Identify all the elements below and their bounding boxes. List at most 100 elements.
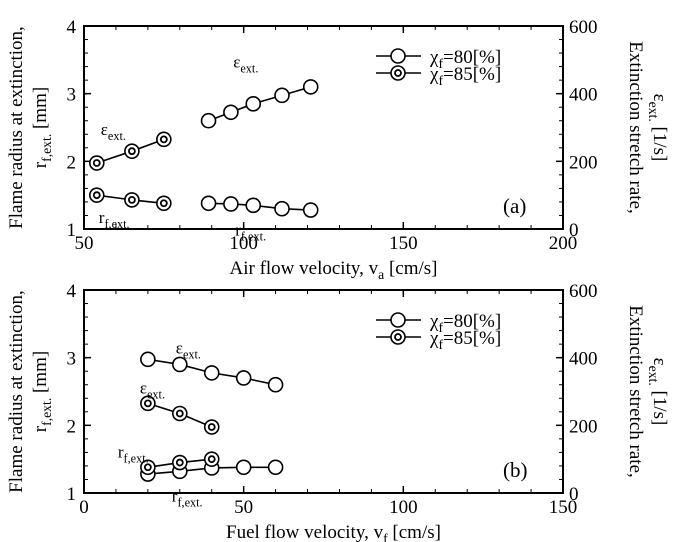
marker-80 — [200, 195, 217, 212]
marker-80 — [200, 112, 217, 129]
annotation-main: ε — [176, 338, 183, 357]
marker-85-inner — [394, 69, 402, 77]
annotation-rf-85: rf,ext. — [99, 208, 130, 231]
y-left-tick-label: 2 — [67, 152, 77, 173]
marker-80 — [302, 202, 319, 218]
annotation-sub: f,ext. — [241, 229, 266, 243]
annotation-main: r — [99, 208, 105, 227]
y-left-title-sub: f,ext. — [39, 134, 54, 162]
annotation-eps-80: εext. — [176, 338, 201, 361]
x-tick-label: 100 — [389, 497, 418, 518]
marker-80 — [390, 312, 406, 328]
y-right-tick-label: 600 — [569, 281, 598, 302]
legend-chi: χ — [429, 311, 439, 332]
marker-80 — [245, 96, 262, 112]
marker-80 — [245, 197, 262, 214]
legend: χf=80[%]χf=85[%] — [376, 47, 501, 88]
legend-sub: f — [438, 337, 443, 352]
x-axis-title-unit: [cm/s] — [384, 258, 437, 279]
legend: χf=80[%]χf=85[%] — [376, 311, 501, 352]
annotation-sub: f,ext. — [124, 451, 149, 465]
annotation-rf-80: rf,ext. — [235, 220, 266, 243]
legend-label: χf=80[%] — [429, 311, 501, 335]
y-right-title-line1: Extinction stretch rate, — [625, 41, 646, 214]
y-right-title-line2: εext. [1/s] — [646, 94, 670, 162]
marker-80 — [302, 79, 319, 95]
marker-80 — [267, 376, 284, 393]
y-right-title-sub: ext. — [646, 366, 661, 386]
annotation-main: r — [118, 442, 124, 461]
marker-80 — [203, 365, 220, 381]
annotation-main: r — [235, 220, 241, 239]
annotation-main: ε — [233, 52, 240, 71]
y-left-tick-label: 3 — [67, 349, 77, 370]
x-axis-title-sub: a — [378, 267, 384, 282]
marker-85-inner — [207, 423, 216, 431]
annotation-sub: ext. — [183, 347, 201, 361]
legend-sub: f — [438, 73, 443, 88]
marker-80 — [235, 370, 252, 386]
marker-85-inner — [159, 135, 168, 144]
y-left-title-line1: Flame radius at extinction, — [6, 26, 27, 229]
annotation-eps-80: εext. — [233, 52, 258, 75]
panel-label: (b) — [503, 458, 528, 482]
legend-label: χf=85[%] — [429, 64, 501, 88]
y-left-tick-label: 3 — [67, 85, 77, 106]
legend-label: χf=80[%] — [429, 47, 501, 71]
marker-80 — [172, 356, 188, 373]
marker-85-inner — [394, 333, 402, 341]
y-left-title-symbol: r — [30, 161, 51, 168]
y-right-tick-label: 400 — [569, 85, 598, 106]
y-left-title-unit: [mm] — [30, 351, 51, 398]
y-right-tick-label: 200 — [569, 416, 598, 437]
annotation-main: ε — [101, 120, 108, 139]
y-left-title-unit: [mm] — [30, 87, 51, 134]
y-right-title-symbol: ε — [649, 358, 670, 366]
x-axis-title-main: Fuel flow velocity, v — [226, 522, 384, 542]
series-2 — [88, 131, 172, 171]
x-axis-title-sub: f — [383, 531, 388, 542]
panel-label: (a) — [503, 194, 526, 218]
y-left-tick-label: 1 — [67, 484, 77, 505]
plot-frame — [83, 25, 564, 230]
marker-85-inner — [207, 455, 216, 464]
x-axis-title: Fuel flow velocity, vf [cm/s] — [226, 522, 441, 542]
marker-85-inner — [175, 409, 184, 418]
x-tick-label: 200 — [549, 233, 578, 254]
marker-85-inner — [92, 191, 101, 200]
legend-value: =80[%] — [443, 311, 501, 332]
marker-80 — [267, 459, 284, 476]
legend-sub: f — [438, 56, 443, 71]
x-axis-title-main: Air flow velocity, v — [230, 258, 379, 279]
annotation-rf-85: rf,ext. — [118, 442, 149, 465]
y-left-title-line1: Flame radius at extinction, — [6, 290, 27, 493]
marker-80 — [223, 104, 239, 121]
marker-85-inner — [92, 159, 101, 167]
y-left-tick-label: 4 — [67, 17, 77, 38]
annotation-sub: ext. — [240, 61, 258, 75]
series-1 — [200, 195, 319, 218]
marker-80 — [390, 48, 406, 64]
marker-85-inner — [159, 199, 168, 208]
y-right-title-unit: [1/s] — [649, 122, 670, 162]
chart-panel-b: 0 50 100 150 1 2 3 4 0 200 400 600 Fuel flow velocit… — [6, 281, 670, 542]
marker-85-inner — [127, 147, 136, 156]
annotation-main: ε — [140, 378, 147, 397]
marker-85-inner — [127, 196, 136, 204]
y-left-title-symbol: r — [30, 425, 51, 432]
y-left-title-sub: f,ext. — [39, 398, 54, 426]
x-axis-title: Air flow velocity, va [cm/s] — [230, 258, 438, 282]
annotation-eps-85: εext. — [101, 120, 126, 143]
x-tick-label: 150 — [389, 233, 418, 254]
x-tick-label: 150 — [549, 497, 578, 518]
y-right-title-symbol: ε — [649, 94, 670, 102]
y-right-title-sub: ext. — [646, 102, 661, 122]
y-right-title-unit: [1/s] — [649, 386, 670, 426]
x-tick-label: 50 — [75, 233, 94, 254]
marker-80 — [223, 196, 239, 212]
y-left-tick-label: 2 — [67, 416, 77, 437]
marker-80 — [140, 351, 156, 368]
y-left-tick-label: 1 — [67, 220, 77, 241]
marker-85-inner — [143, 463, 152, 472]
legend-chi: χ — [429, 47, 439, 68]
